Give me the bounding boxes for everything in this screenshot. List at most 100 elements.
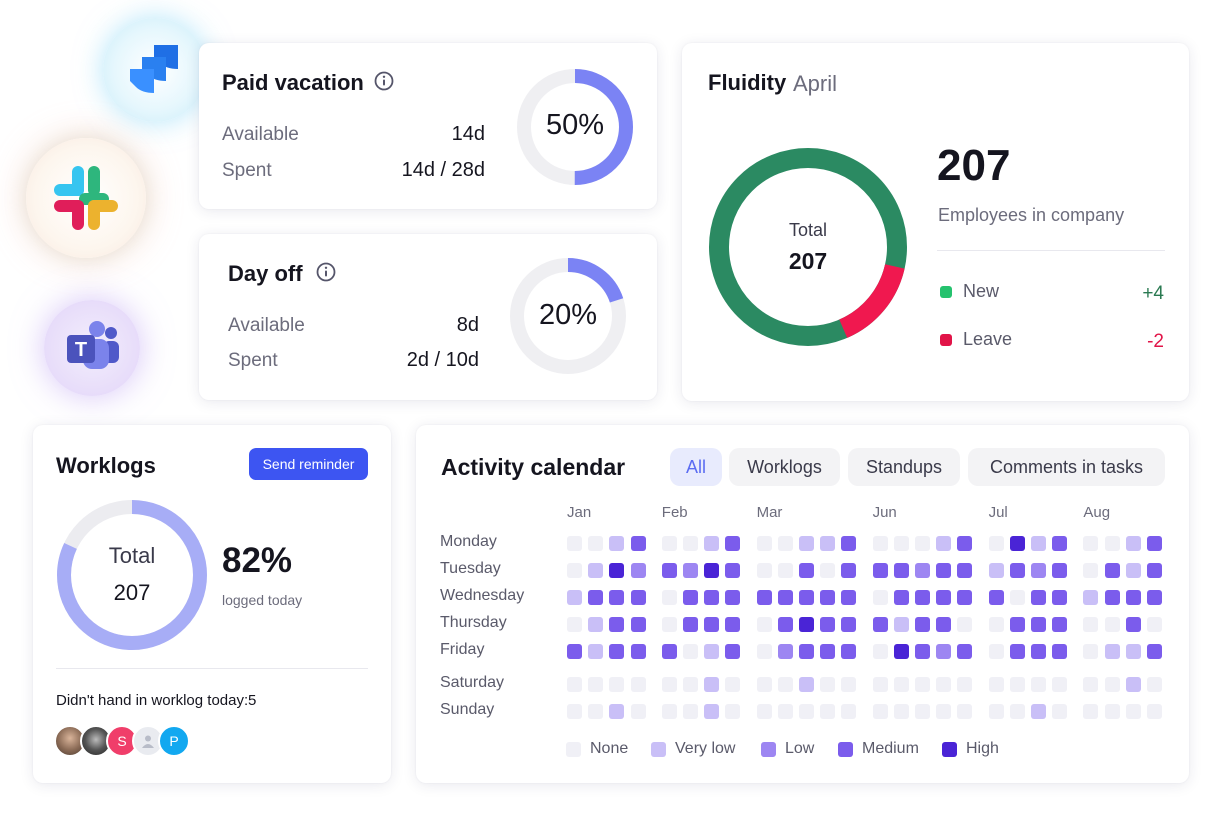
tab-all[interactable]: All <box>670 448 722 486</box>
activity-cell[interactable] <box>704 617 720 632</box>
activity-cell[interactable] <box>1147 677 1162 692</box>
activity-cell[interactable] <box>988 677 1004 692</box>
activity-cell[interactable] <box>1009 677 1025 692</box>
activity-cell[interactable] <box>841 536 857 551</box>
activity-cell[interactable] <box>725 617 741 632</box>
activity-cell[interactable] <box>609 704 625 719</box>
activity-cell[interactable] <box>1147 644 1162 659</box>
activity-cell[interactable] <box>683 704 698 719</box>
activity-cell[interactable] <box>683 617 698 632</box>
activity-cell[interactable] <box>1125 617 1141 632</box>
activity-cell[interactable] <box>683 563 698 578</box>
activity-cell[interactable] <box>1052 644 1068 659</box>
activity-cell[interactable] <box>777 590 793 605</box>
activity-cell[interactable] <box>661 617 677 632</box>
activity-cell[interactable] <box>567 563 582 578</box>
activity-cell[interactable] <box>820 536 836 551</box>
activity-cell[interactable] <box>872 617 888 632</box>
activity-cell[interactable] <box>725 590 741 605</box>
activity-cell[interactable] <box>588 617 604 632</box>
activity-cell[interactable] <box>588 704 604 719</box>
activity-cell[interactable] <box>609 617 625 632</box>
activity-cell[interactable] <box>777 704 793 719</box>
activity-cell[interactable] <box>1104 644 1120 659</box>
activity-cell[interactable] <box>1009 590 1025 605</box>
activity-cell[interactable] <box>777 536 793 551</box>
activity-cell[interactable] <box>704 644 720 659</box>
send-reminder-button[interactable]: Send reminder <box>249 448 368 480</box>
activity-cell[interactable] <box>820 704 836 719</box>
activity-cell[interactable] <box>915 677 930 692</box>
avatar[interactable]: P <box>158 725 190 757</box>
activity-cell[interactable] <box>661 590 677 605</box>
activity-cell[interactable] <box>988 536 1004 551</box>
tab-comments-in-tasks[interactable]: Comments in tasks <box>968 448 1165 486</box>
activity-cell[interactable] <box>988 617 1004 632</box>
activity-cell[interactable] <box>661 677 677 692</box>
activity-cell[interactable] <box>609 536 625 551</box>
activity-cell[interactable] <box>1104 536 1120 551</box>
activity-cell[interactable] <box>841 677 857 692</box>
activity-cell[interactable] <box>957 644 973 659</box>
activity-cell[interactable] <box>756 617 772 632</box>
activity-cell[interactable] <box>1052 563 1068 578</box>
activity-cell[interactable] <box>567 590 582 605</box>
activity-cell[interactable] <box>799 617 814 632</box>
activity-cell[interactable] <box>1009 704 1025 719</box>
activity-cell[interactable] <box>725 677 741 692</box>
activity-cell[interactable] <box>841 617 857 632</box>
activity-cell[interactable] <box>1147 536 1162 551</box>
activity-cell[interactable] <box>1125 590 1141 605</box>
activity-cell[interactable] <box>915 704 930 719</box>
activity-cell[interactable] <box>630 677 646 692</box>
activity-cell[interactable] <box>630 617 646 632</box>
activity-cell[interactable] <box>936 563 952 578</box>
activity-cell[interactable] <box>1083 563 1099 578</box>
activity-cell[interactable] <box>1104 563 1120 578</box>
activity-cell[interactable] <box>1083 590 1099 605</box>
tab-standups[interactable]: Standups <box>848 448 960 486</box>
activity-cell[interactable] <box>725 644 741 659</box>
activity-cell[interactable] <box>893 617 909 632</box>
activity-cell[interactable] <box>567 677 582 692</box>
activity-cell[interactable] <box>725 704 741 719</box>
activity-cell[interactable] <box>988 644 1004 659</box>
activity-cell[interactable] <box>915 563 930 578</box>
activity-cell[interactable] <box>630 536 646 551</box>
activity-cell[interactable] <box>872 704 888 719</box>
activity-cell[interactable] <box>756 644 772 659</box>
activity-cell[interactable] <box>661 704 677 719</box>
activity-cell[interactable] <box>1147 704 1162 719</box>
activity-cell[interactable] <box>799 563 814 578</box>
activity-cell[interactable] <box>683 644 698 659</box>
activity-cell[interactable] <box>1083 536 1099 551</box>
activity-cell[interactable] <box>1147 617 1162 632</box>
activity-cell[interactable] <box>704 704 720 719</box>
activity-cell[interactable] <box>1083 617 1099 632</box>
activity-cell[interactable] <box>1052 536 1068 551</box>
activity-cell[interactable] <box>820 617 836 632</box>
activity-cell[interactable] <box>661 563 677 578</box>
activity-cell[interactable] <box>872 590 888 605</box>
activity-cell[interactable] <box>936 617 952 632</box>
activity-cell[interactable] <box>936 644 952 659</box>
activity-cell[interactable] <box>957 677 973 692</box>
activity-cell[interactable] <box>872 536 888 551</box>
activity-cell[interactable] <box>893 536 909 551</box>
activity-cell[interactable] <box>936 704 952 719</box>
activity-cell[interactable] <box>777 677 793 692</box>
activity-cell[interactable] <box>841 704 857 719</box>
activity-cell[interactable] <box>661 536 677 551</box>
activity-cell[interactable] <box>1125 704 1141 719</box>
activity-cell[interactable] <box>820 590 836 605</box>
activity-cell[interactable] <box>1125 644 1141 659</box>
activity-cell[interactable] <box>1031 704 1046 719</box>
activity-cell[interactable] <box>799 677 814 692</box>
activity-cell[interactable] <box>1052 704 1068 719</box>
activity-cell[interactable] <box>893 590 909 605</box>
activity-cell[interactable] <box>1083 704 1099 719</box>
activity-cell[interactable] <box>936 536 952 551</box>
activity-cell[interactable] <box>1031 536 1046 551</box>
activity-cell[interactable] <box>1052 617 1068 632</box>
activity-cell[interactable] <box>1031 563 1046 578</box>
